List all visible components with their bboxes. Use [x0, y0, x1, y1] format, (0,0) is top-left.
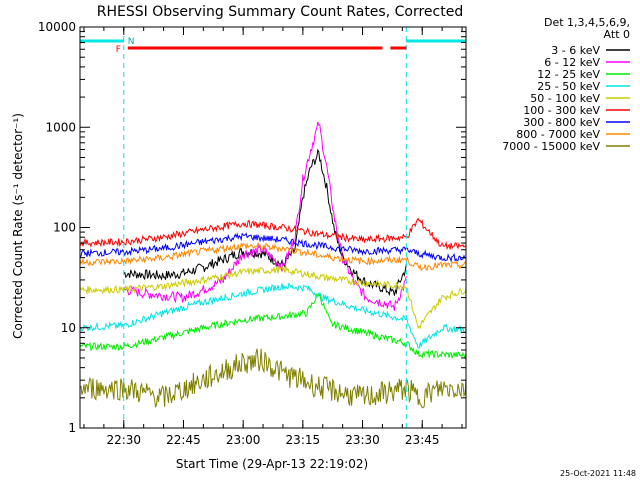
chart-title: RHESSI Observing Summary Count Rates, Co… — [97, 4, 463, 20]
x-tick-label: 23:30 — [345, 433, 380, 447]
plot-area: FN — [79, 27, 467, 428]
series-line-3 — [79, 292, 467, 360]
legend-label-2: 6 - 12 keV — [544, 56, 600, 69]
series-line-6 — [79, 217, 467, 251]
legend-label-1: 3 - 6 keV — [551, 44, 600, 57]
series-line-4 — [79, 282, 467, 349]
legend-header-line-2: Att 0 — [604, 28, 630, 41]
y-tick-label: 10 — [61, 321, 76, 335]
legend-label-8: 800 - 7000 keV — [516, 128, 600, 141]
x-tick-label: 23:00 — [226, 433, 261, 447]
axes: 1 10 100 1000 10000 22:30 22:45 23:00 23:15 23:30… — [38, 20, 467, 447]
x-tick-label: 23:45 — [405, 433, 440, 447]
legend-label-7: 300 - 800 keV — [523, 116, 600, 129]
legend-label-9: 7000 - 15000 keV — [502, 140, 600, 153]
legend-label-5: 50 - 100 keV — [530, 92, 600, 105]
series-line-7 — [79, 232, 467, 263]
series-line-5 — [79, 265, 467, 330]
legend-label-6: 100 - 300 keV — [523, 104, 600, 117]
x-axis-label: Start Time (29-Apr-13 22:19:02) — [176, 457, 368, 471]
legend-label-4: 25 - 50 keV — [537, 80, 600, 93]
night-flag-label: N — [128, 37, 135, 47]
series-line-2 — [123, 121, 407, 311]
y-tick-label: 1 — [68, 421, 76, 435]
x-tick-label: 22:30 — [106, 433, 141, 447]
footer-date: 25-Oct-2021 11:48 — [560, 469, 636, 478]
flare-flag-label: F — [116, 45, 121, 55]
y-tick-label: 10000 — [38, 20, 76, 34]
series-line-8 — [79, 241, 467, 272]
y-axis-label: Corrected Count Rate (s⁻¹ detector⁻¹) — [11, 113, 25, 339]
legend-label-3: 12 - 25 keV — [537, 68, 600, 81]
y-tick-label: 1000 — [45, 120, 76, 134]
series-line-1 — [123, 148, 407, 297]
x-tick-label: 23:15 — [286, 433, 321, 447]
legend-header-line-1: Det 1,3,4,5,6,9, — [544, 16, 630, 29]
series-line-9 — [79, 348, 467, 409]
y-tick-label: 100 — [53, 221, 76, 235]
x-tick-label: 22:45 — [166, 433, 201, 447]
